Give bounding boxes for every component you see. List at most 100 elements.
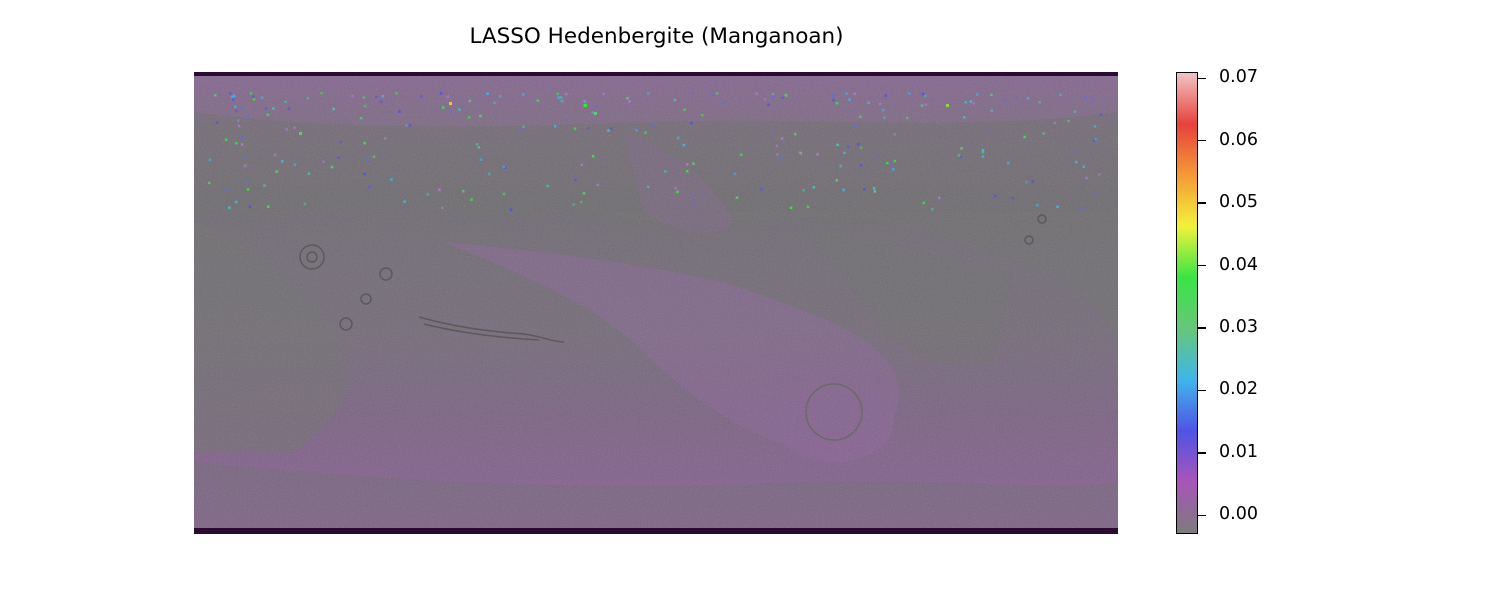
- abundance-pixel: [872, 187, 876, 190]
- abundance-pixel: [806, 205, 810, 209]
- abundance-pixel: [580, 200, 583, 204]
- abundance-pixel: [931, 208, 934, 211]
- abundance-pixel: [486, 92, 489, 95]
- surface-features: [299, 214, 1047, 441]
- colorbar-tick-label: 0.00: [1219, 504, 1258, 525]
- abundance-pixel: [502, 192, 506, 196]
- abundance-pixel: [701, 113, 704, 117]
- abundance-pixel: [556, 92, 560, 96]
- abundance-pixel: [1011, 197, 1015, 200]
- abundance-pixel: [906, 116, 909, 120]
- map-top-border: [194, 72, 1118, 76]
- abundance-pixel: [893, 159, 897, 163]
- abundance-pixel: [890, 162, 894, 166]
- colorbar-tick: [1198, 202, 1206, 204]
- abundance-pixel: [651, 124, 654, 127]
- abundance-pixel: [243, 164, 247, 167]
- abundance-pixel: [851, 109, 854, 113]
- abundance-pixel: [881, 108, 885, 112]
- abundance-pixel: [306, 96, 310, 100]
- abundance-pixel: [266, 113, 269, 116]
- abundance-pixel: [772, 96, 775, 99]
- map-bottom-border: [194, 528, 1118, 534]
- abundance-pixel: [920, 104, 924, 107]
- abundance-pixel: [981, 149, 985, 152]
- mars-abundance-map: [194, 72, 1118, 534]
- abundance-pixel: [794, 132, 797, 136]
- abundance-pixel: [398, 110, 401, 113]
- abundance-pixel: [522, 125, 525, 129]
- abundance-pixel: [553, 124, 557, 128]
- abundance-pixel: [214, 93, 217, 97]
- abundance-pixel: [845, 92, 848, 95]
- abundance-pixel: [885, 161, 889, 165]
- abundance-pixel: [249, 92, 253, 95]
- colorbar-tick: [1198, 139, 1206, 142]
- abundance-pixel: [426, 193, 429, 196]
- abundance-pixel: [240, 143, 244, 146]
- abundance-pixel: [287, 107, 291, 111]
- abundance-pixel: [960, 147, 963, 150]
- abundance-pixel: [859, 115, 862, 118]
- abundance-pixel: [981, 155, 985, 158]
- abundance-pixel: [351, 94, 354, 98]
- abundance-pixel: [1082, 165, 1086, 168]
- abundance-pixel: [685, 170, 689, 173]
- abundance-pixel: [293, 126, 296, 130]
- abundance-pixel: [972, 102, 975, 105]
- abundance-pixel: [362, 96, 366, 99]
- abundance-pixel: [1075, 160, 1078, 164]
- abundance-pixel-high: [299, 132, 302, 135]
- abundance-pixel: [607, 129, 610, 132]
- abundance-pixel: [574, 178, 577, 182]
- abundance-pixel: [775, 144, 779, 148]
- abundance-pixel: [1053, 121, 1056, 125]
- abundance-pixel: [867, 101, 870, 104]
- abundance-pixel: [1056, 205, 1059, 208]
- abundance-pixel: [875, 153, 878, 156]
- abundance-pixel: [293, 163, 297, 166]
- abundance-pixel: [848, 98, 851, 101]
- abundance-pixel: [479, 114, 482, 118]
- abundance-pixel: [240, 106, 244, 110]
- abundance-pixel: [462, 189, 465, 193]
- abundance-pixel: [303, 202, 307, 206]
- abundance-pixel: [208, 181, 211, 185]
- abundance-pixel: [760, 187, 763, 191]
- abundance-pixel: [446, 95, 450, 98]
- abundance-pixel: [602, 92, 605, 96]
- abundance-pixel: [557, 96, 560, 99]
- abundance-pixel: [635, 127, 639, 130]
- abundance-pixel: [366, 158, 369, 161]
- abundance-pixel: [285, 128, 288, 131]
- abundance-pixel: [502, 165, 506, 169]
- abundance-pixel: [644, 131, 647, 134]
- abundance-pixel: [522, 93, 525, 96]
- abundance-pixel: [383, 137, 387, 140]
- abundance-pixel: [610, 127, 613, 130]
- abundance-pixel: [937, 196, 941, 200]
- abundance-pixel: [674, 186, 677, 190]
- abundance-pixel: [981, 150, 984, 154]
- abundance-pixel: [690, 121, 693, 125]
- abundance-pixel: [363, 141, 366, 145]
- abundance-pixel: [1092, 139, 1096, 142]
- abundance-pixel: [441, 206, 444, 210]
- abundance-pixel: [842, 188, 845, 192]
- abundance-pixel: [780, 137, 784, 140]
- abundance-pixel: [879, 102, 882, 106]
- plot-title: LASSO Hedenbergite (Manganoan): [469, 24, 844, 49]
- abundance-pixel: [408, 124, 412, 127]
- abundance-pixel: [582, 192, 586, 195]
- abundance-pixel: [493, 101, 496, 105]
- abundance-pixel: [509, 208, 513, 211]
- abundance-pixel: [536, 99, 540, 102]
- abundance-pixel: [646, 185, 650, 189]
- abundance-pixel: [1067, 119, 1070, 123]
- abundance-pixel-high: [449, 102, 452, 105]
- abundance-pixel: [985, 129, 988, 132]
- abundance-pixel: [275, 170, 278, 173]
- abundance-pixel: [860, 146, 863, 149]
- abundance-pixel: [591, 155, 595, 158]
- abundance-pixel: [438, 188, 441, 191]
